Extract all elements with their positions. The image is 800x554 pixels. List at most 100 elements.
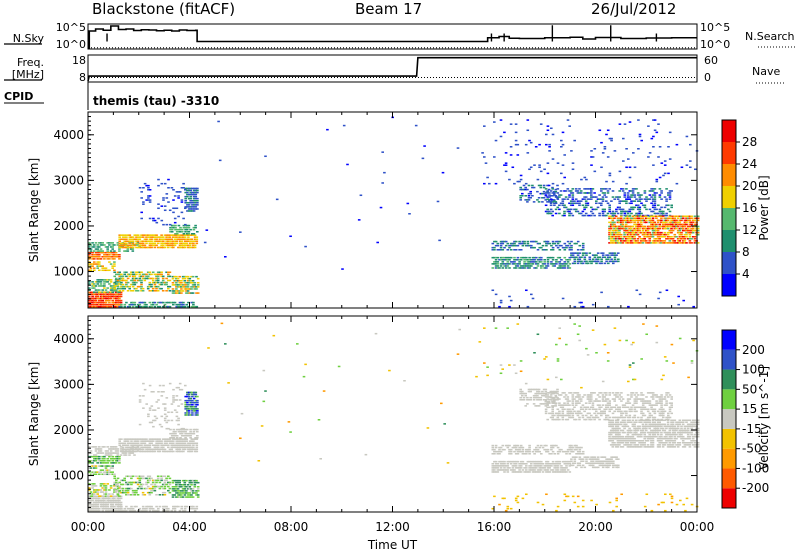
power-panel-cell (616, 233, 620, 236)
velocity-panel-cell (595, 414, 598, 417)
power-panel-cell (89, 251, 93, 254)
velocity-panel-cell (526, 450, 530, 453)
power-panel-cell (125, 236, 128, 238)
power-panel-cell (126, 248, 130, 250)
velocity-panel-cell (539, 392, 543, 395)
power-panel-cell (182, 187, 185, 189)
power-panel-cell (108, 254, 111, 256)
velocity-panel-cell (555, 463, 558, 465)
velocity-panel-cell (556, 408, 560, 411)
power-panel-cell (172, 226, 176, 229)
power-panel-cell (554, 190, 558, 193)
power-panel-cell (549, 208, 553, 211)
power-panel-cell (605, 258, 608, 261)
velocity-panel-cell (553, 414, 556, 417)
velocity-panel-cell (188, 494, 192, 496)
power-panel-cell (501, 242, 505, 245)
power-panel-cell (508, 256, 511, 259)
power-panel-cell (185, 238, 188, 241)
power-panel-cell (633, 240, 636, 242)
power-panel-cell (91, 254, 94, 256)
velocity-panel-cell (106, 462, 109, 464)
velocity-panel-cell (554, 412, 558, 415)
velocity-panel-cell (91, 462, 94, 464)
power-panel-cell (155, 277, 158, 280)
power-panel-cell (176, 284, 180, 286)
velocity-panel-cell (99, 462, 103, 464)
power-panel-cell (625, 148, 628, 150)
velocity-panel-cell (551, 406, 554, 409)
power-panel-cell (130, 271, 133, 274)
power-panel-cell (140, 244, 143, 247)
velocity-panel-cell (183, 446, 187, 449)
velocity-panel-cell (554, 392, 558, 394)
power-panel-cell (151, 281, 155, 284)
power-panel-cell (109, 293, 113, 296)
velocity-panel-cell (158, 384, 162, 387)
power-panel-cell (673, 221, 677, 224)
power-panel-cell (678, 223, 682, 226)
power-panel-cell (570, 249, 573, 251)
velocity-panel-cell (184, 428, 187, 431)
velocity-panel-cell (528, 465, 531, 467)
velocity-panel-cell (542, 388, 546, 391)
velocity-panel-cell (187, 412, 191, 414)
velocity-panel-cell (128, 507, 132, 510)
velocity-panel-cell (183, 448, 187, 451)
power-panel-cell (608, 215, 611, 218)
power-panel-cell (196, 231, 199, 233)
velocity-panel-cell (542, 392, 546, 395)
power-panel-cell (676, 231, 680, 234)
power-panel-cell (93, 256, 96, 258)
power-panel-cell (182, 226, 186, 229)
power-panel-cell (115, 290, 118, 292)
power-panel-cell (640, 225, 643, 228)
velocity-panel-cell (575, 444, 578, 447)
velocity-panel-cell (98, 501, 101, 504)
velocity-panel-cell (141, 448, 145, 451)
power-panel-cell (673, 217, 677, 220)
power-panel-cell (655, 178, 659, 181)
velocity-panel-cell (94, 495, 98, 498)
power-panel-cell (179, 231, 182, 233)
power-panel-cell (608, 206, 611, 209)
power-panel-cell (113, 275, 116, 278)
power-panel-cell (146, 234, 150, 236)
velocity-panel-cell (123, 444, 127, 447)
velocity-panel-cell (157, 444, 160, 447)
power-panel-cell (109, 242, 113, 244)
velocity-panel-cell (160, 444, 163, 447)
power-panel-cell (111, 254, 114, 256)
power-panel-cell (619, 238, 623, 240)
power-panel-cell (177, 246, 180, 249)
power-panel-cell (175, 233, 179, 235)
power-panel-cell (130, 244, 133, 247)
power-panel-cell (125, 275, 128, 278)
power-panel-cell (111, 293, 114, 296)
velocity-panel-cell (116, 454, 120, 456)
power-panel-cell (177, 215, 180, 218)
power-panel-cell (133, 279, 137, 282)
power-panel-cell (590, 262, 593, 265)
velocity-panel-cell (576, 464, 580, 467)
power-panel-cell (608, 238, 611, 240)
velocity-panel-cell (537, 399, 541, 401)
power-panel-cell (667, 172, 670, 175)
velocity-panel-cell (168, 477, 172, 480)
power-panel-cell (151, 279, 155, 282)
power-panel-cell (99, 242, 103, 244)
power-panel-cell (628, 231, 631, 234)
velocity-panel-cell (560, 471, 563, 473)
velocity-panel-cell (142, 395, 145, 397)
power-panel-cell (556, 242, 560, 245)
velocity-panel-cell (186, 395, 189, 398)
velocity-panel-cell (578, 412, 581, 415)
velocity-panel-cell (529, 388, 532, 391)
power-panel-cell (189, 193, 192, 196)
power-panel-cell (193, 282, 197, 284)
power-panel-cell (188, 242, 192, 245)
power-panel-cell (646, 231, 650, 234)
power-panel-cell (130, 236, 133, 238)
power-panel-cell (118, 290, 121, 292)
velocity-panel-cell (193, 486, 197, 488)
